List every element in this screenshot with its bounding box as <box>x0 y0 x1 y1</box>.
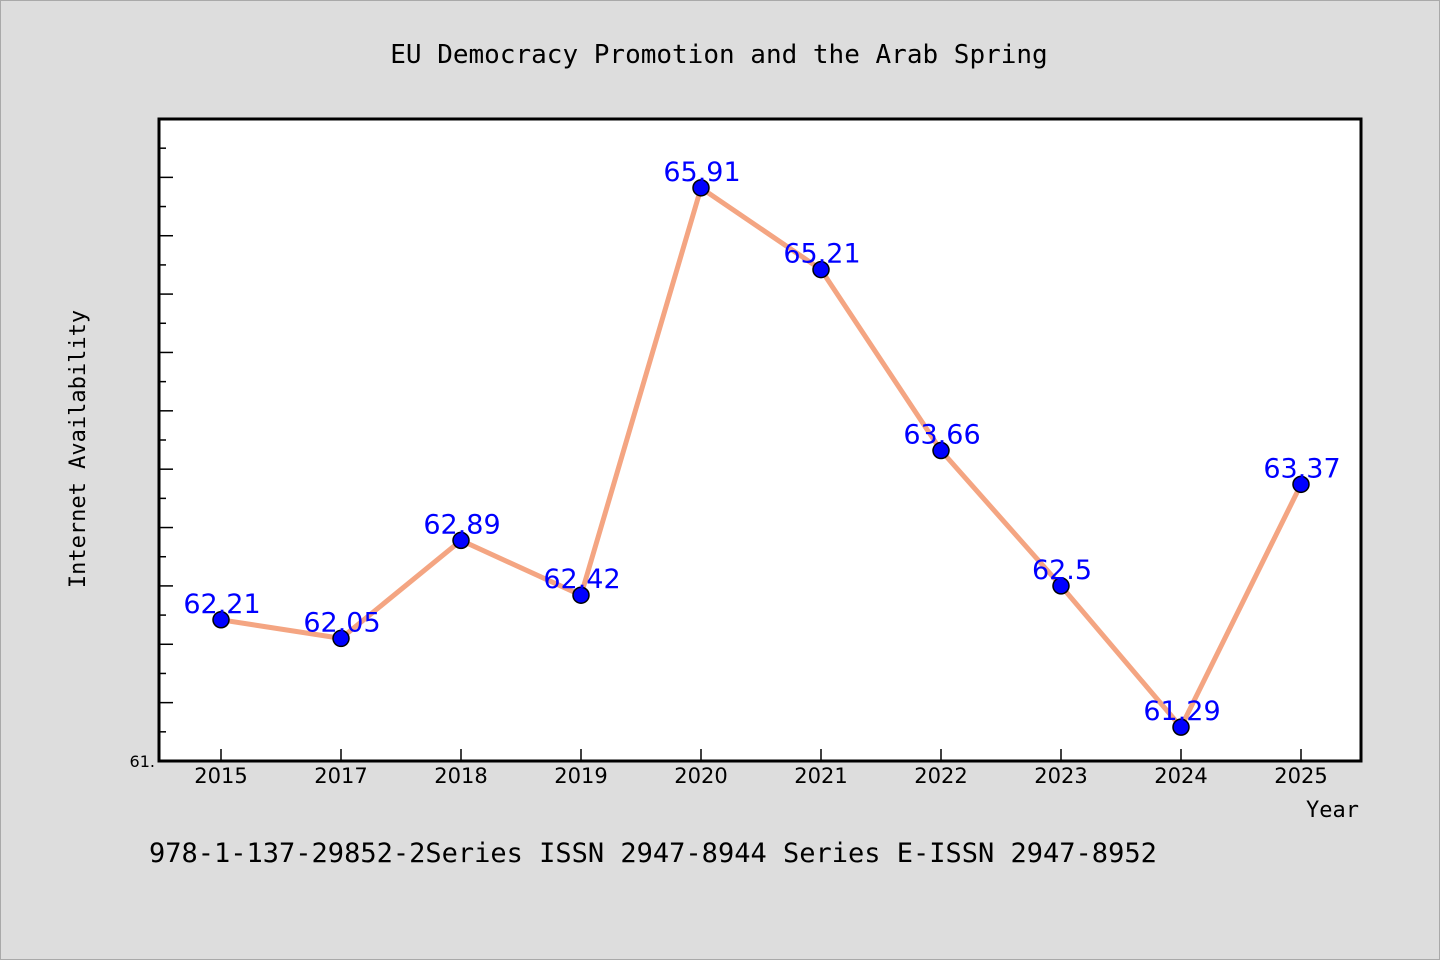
x-axis-label: Year <box>1306 798 1359 823</box>
x-tick-label: 2015 <box>194 764 247 788</box>
data-label: 62.42 <box>543 564 620 595</box>
data-point <box>812 260 830 279</box>
x-tick-label: 2022 <box>914 764 967 788</box>
data-point <box>1292 475 1310 494</box>
series-line <box>218 185 1304 730</box>
x-tick-label: 2019 <box>554 764 607 788</box>
y-axis-label: Internet Availability <box>66 310 91 588</box>
x-axis-ticks <box>220 749 1302 761</box>
data-label: 62.21 <box>183 589 260 620</box>
x-tick-label: 2020 <box>674 764 727 788</box>
data-point <box>572 586 590 604</box>
data-point <box>932 441 950 460</box>
data-point <box>692 179 710 197</box>
x-axis-tick-labels: 2015 2017 2018 2019 2020 2021 2022 2023 2024 2025 <box>194 764 1327 788</box>
x-tick-label: 2021 <box>794 764 847 788</box>
data-point <box>332 629 350 648</box>
y-axis-ticks <box>159 118 173 762</box>
plot-area <box>157 117 1363 763</box>
y-axis-tick-label: 61. <box>130 752 155 771</box>
x-tick-label: 2018 <box>434 764 487 788</box>
data-label: 62.89 <box>423 509 500 540</box>
data-label: 62.05 <box>303 607 380 638</box>
data-point <box>1052 577 1070 595</box>
data-label: 65.91 <box>663 157 740 188</box>
data-labels: 62.21 62.05 62.89 62.42 65.91 65.21 63.66 62.5 6… <box>183 157 1340 727</box>
data-label: 63.66 <box>903 420 980 451</box>
x-tick-label: 2017 <box>314 764 367 788</box>
x-tick-label: 2025 <box>1274 764 1327 788</box>
data-markers <box>212 179 1310 736</box>
data-label: 61.29 <box>1143 696 1220 727</box>
data-point <box>452 531 470 550</box>
x-tick-label: 2023 <box>1034 764 1087 788</box>
data-label: 65.21 <box>783 239 860 270</box>
footer-isbn-text: 978-1-137-29852-2Series ISSN 2947-8944 S… <box>149 838 1157 869</box>
x-tick-label: 2024 <box>1154 764 1207 788</box>
data-label: 63.37 <box>1263 453 1340 484</box>
data-label: 62.5 <box>1032 555 1092 586</box>
data-point <box>1172 718 1190 736</box>
chart-title: EU Democracy Promotion and the Arab Spri… <box>390 40 1047 70</box>
data-point <box>212 611 230 629</box>
